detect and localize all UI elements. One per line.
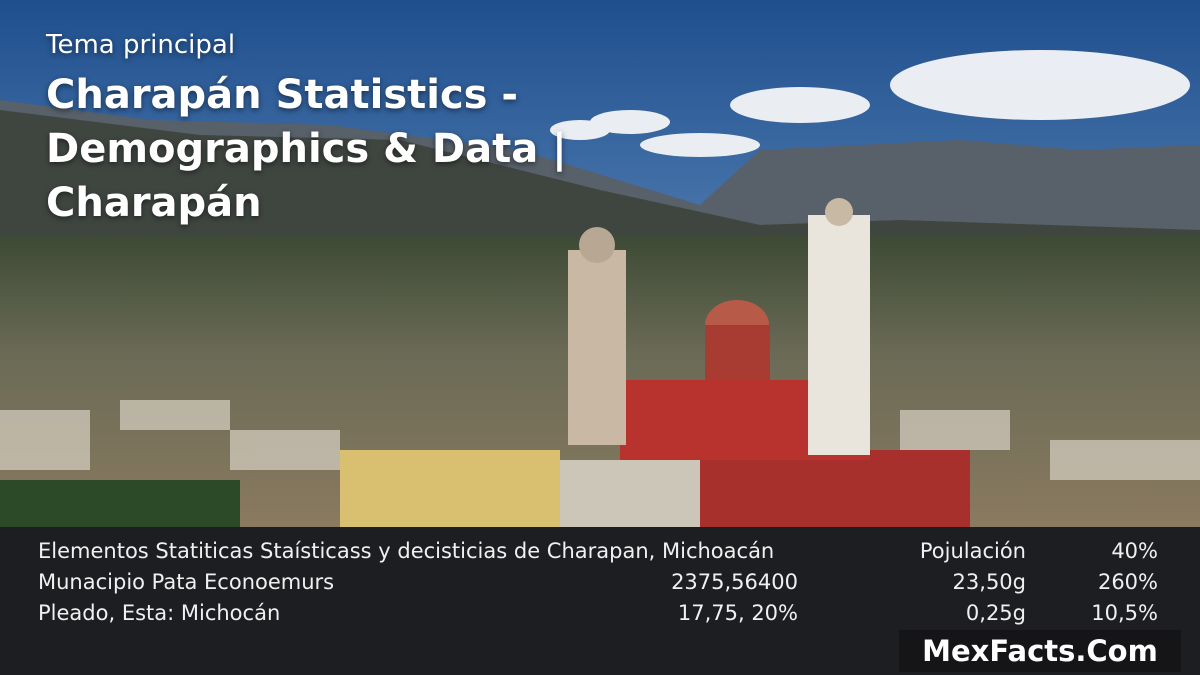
stats-label: Elementos Statiticas Staísticass y decis… bbox=[38, 539, 775, 563]
stats-metric: 23,50g bbox=[952, 570, 1026, 594]
stats-percent: 40% bbox=[1111, 539, 1158, 563]
title-block: Tema principal Charapán Statistics - Dem… bbox=[46, 30, 606, 230]
stats-metric: 0,25g bbox=[965, 601, 1026, 625]
stats-label: Munacipio Pata Econoemurs bbox=[38, 570, 335, 594]
city-photo bbox=[0, 0, 1200, 527]
stats-percent: 10,5% bbox=[1091, 601, 1158, 625]
stats-row: Munacipio Pata Econoemurs 2375,56400 23,… bbox=[38, 570, 1168, 600]
watermark-logo: MexFacts.Com bbox=[899, 630, 1181, 672]
stats-percent: 260% bbox=[1097, 570, 1158, 594]
stats-value: 17,75, 20% bbox=[677, 601, 798, 625]
stats-value: 2375,56400 bbox=[671, 570, 798, 594]
eyebrow-label: Tema principal bbox=[46, 30, 236, 60]
stats-row: Elementos Statiticas Staísticass y decis… bbox=[38, 539, 1168, 569]
stats-label: Pleado, Esta: Michocán bbox=[38, 601, 281, 625]
page-title: Charapán Statistics - Demographics & Dat… bbox=[46, 72, 567, 226]
stats-row: Pleado, Esta: Michocán 17,75, 20% 0,25g … bbox=[38, 601, 1168, 631]
stats-metric: Pojulación bbox=[919, 539, 1026, 563]
